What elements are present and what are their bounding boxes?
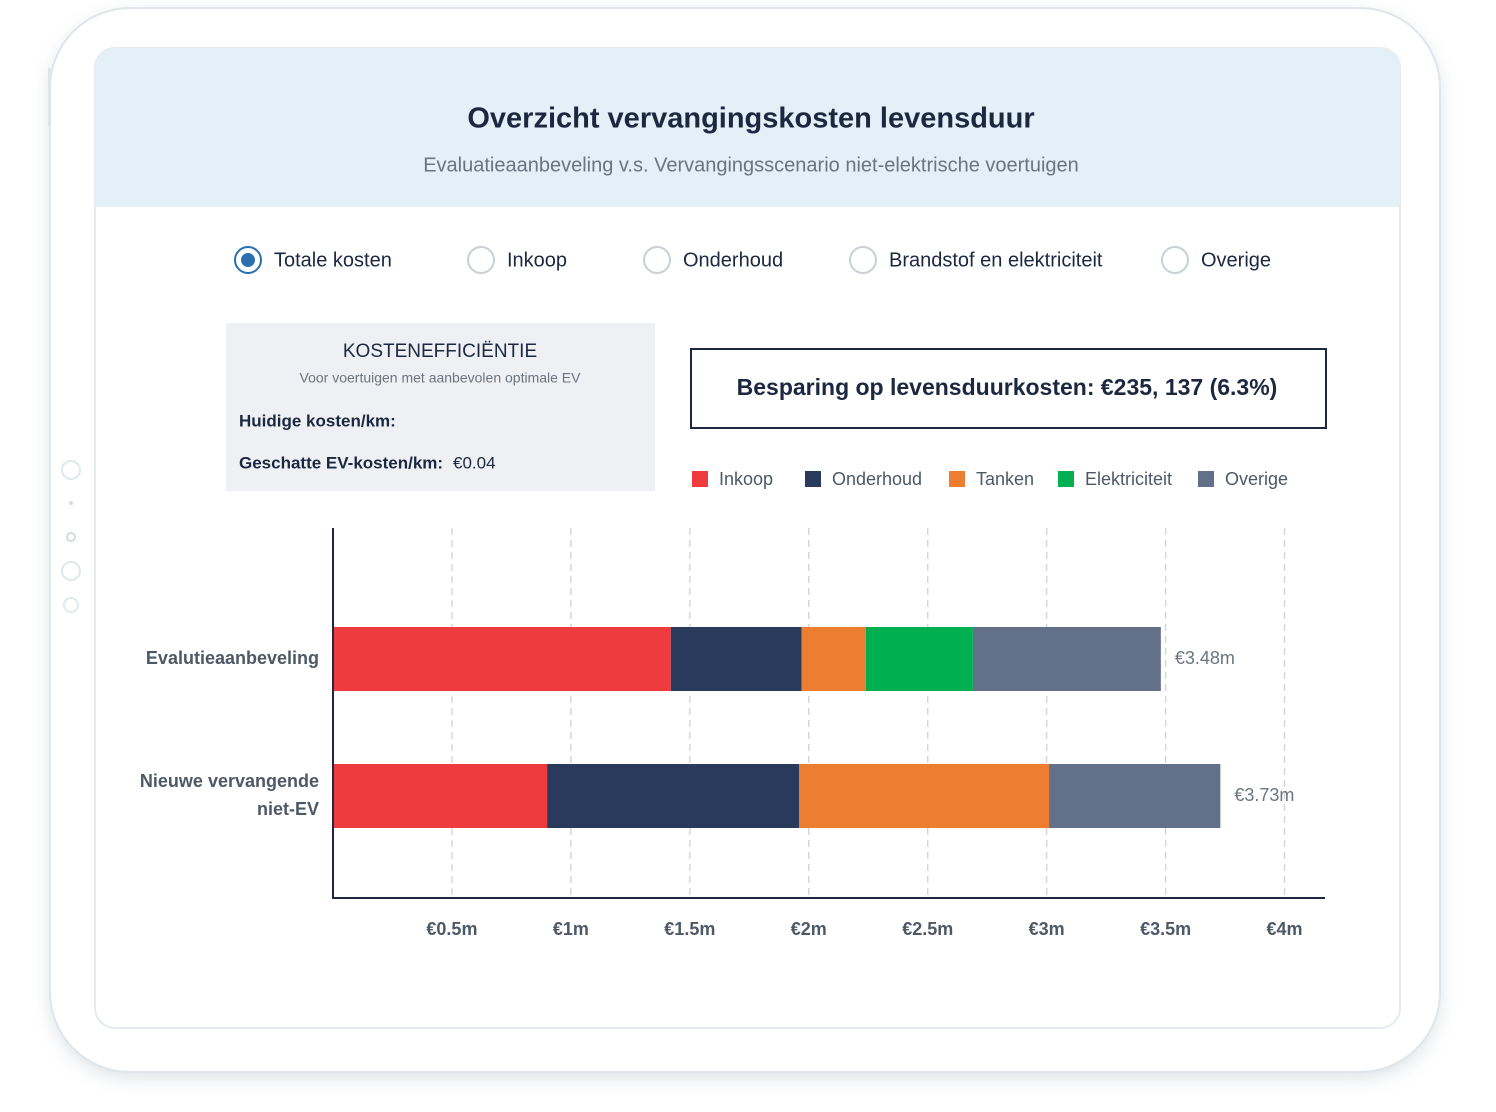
tablet-sensor (61, 460, 81, 480)
tablet-sensor (69, 501, 73, 505)
subtitle: Evaluatieaanbeveling v.s. Vervangingssce… (423, 154, 1079, 176)
legend-label: Overige (1225, 469, 1288, 489)
bar-segment (865, 627, 973, 691)
x-tick-label: €2.5m (902, 919, 953, 939)
radio-dot (241, 253, 255, 267)
x-tick-label: €3m (1029, 919, 1065, 939)
radio-label[interactable]: Overige (1201, 249, 1271, 271)
radio-label[interactable]: Inkoop (507, 249, 567, 271)
tablet-sensor (61, 561, 81, 581)
radio-label[interactable]: Onderhoud (683, 249, 783, 271)
tablet-button (48, 68, 51, 126)
x-tick-label: €0.5m (426, 919, 477, 939)
category-label-line: niet-EV (257, 799, 319, 819)
efficiency-title: KOSTENEFFICIËNTIE (343, 341, 537, 362)
radio-button[interactable] (849, 246, 877, 274)
legend-swatch (1058, 471, 1074, 487)
efficiency-box (226, 323, 655, 491)
x-tick-label: €1.5m (664, 919, 715, 939)
category-label: Nieuwe vervangende niet-EV (140, 771, 319, 819)
ev-cost-label: Geschatte EV-kosten/km: (239, 453, 443, 472)
total-label: €3.73m (1234, 785, 1294, 805)
x-tick-label: €3.5m (1140, 919, 1191, 939)
current-cost-label: Huidige kosten/km: (239, 411, 396, 430)
tablet-sensor (63, 597, 79, 613)
legend-label: Elektriciteit (1085, 469, 1172, 489)
tablet-sensor (66, 532, 76, 542)
legend-swatch (1198, 471, 1214, 487)
legend-label: Tanken (976, 469, 1034, 489)
x-tick-label: €1m (553, 919, 589, 939)
radio-label[interactable]: Totale kosten (274, 249, 392, 271)
title: Overzicht vervangingskosten levensduur (467, 103, 1034, 135)
legend-swatch (949, 471, 965, 487)
bar-segment (1049, 764, 1221, 828)
bar-segment (547, 764, 800, 828)
legend-swatch (805, 471, 821, 487)
radio-label[interactable]: Brandstof en elektriciteit (889, 249, 1103, 271)
bar-segment (333, 764, 548, 828)
bar-segment (799, 764, 1050, 828)
bar-segment (801, 627, 866, 691)
header-band (95, 48, 1400, 207)
savings-box (690, 348, 1327, 429)
x-tick-label: €4m (1267, 919, 1303, 939)
legend-swatch (692, 471, 708, 487)
bar-segment (972, 627, 1161, 691)
efficiency-subtitle: Voor voertuigen met aanbevolen optimale … (300, 370, 582, 386)
category-label-line: Nieuwe vervangende (140, 771, 319, 791)
radio-button[interactable] (467, 246, 495, 274)
ev-cost-value: €0.04 (453, 453, 496, 472)
legend-label: Inkoop (719, 469, 773, 489)
category-label: Evalutieaanbeveling (146, 648, 319, 668)
savings-text: Besparing op levensduurkosten: €235, 137… (737, 374, 1278, 400)
legend-label: Onderhoud (832, 469, 922, 489)
radio-button[interactable] (643, 246, 671, 274)
bar-segment (333, 627, 671, 691)
bar-segment (670, 627, 802, 691)
x-tick-label: €2m (791, 919, 827, 939)
radio-button[interactable] (1161, 246, 1189, 274)
total-label: €3.48m (1175, 648, 1235, 668)
